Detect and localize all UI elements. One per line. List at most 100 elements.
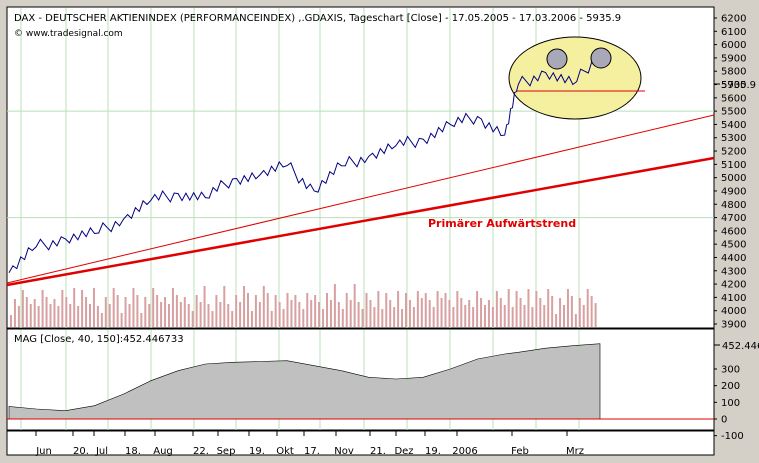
y-tick-label: 6200 [721,14,746,25]
volume-bar [37,306,40,327]
x-tick-label: Jul [95,446,108,457]
volume-bar [250,311,253,327]
volume-bar [349,300,352,327]
volume-bar [555,314,558,327]
volume-bar [298,302,301,327]
volume-bar [436,291,439,327]
volume-bar [341,309,344,327]
volume-bar [401,309,404,327]
volume-bar [424,293,427,327]
volume-bar [262,286,265,327]
volume-bar [223,286,226,327]
x-tick-label: Aug [153,446,173,457]
y-tick-label: 5500 [721,107,746,118]
volume-bar [112,288,115,327]
volume-bar [428,300,431,327]
volume-bar [385,293,388,327]
volume-bar [116,295,119,327]
volume-bar [183,297,186,327]
volume-bar [377,291,380,327]
volume-bar [199,302,202,327]
pattern-marker-right [590,47,612,69]
volume-bar [464,305,467,327]
y-tick-label: 4200 [721,280,746,291]
mag-y-tick-label: 200 [721,381,740,392]
x-axis: Jun 20. Jul 18. Aug 22. Sep 19. Okt 17. Nov 21. Dez 1… [35,431,584,457]
mag-last-value-marker: 452.446 [714,341,759,352]
y-tick-label: 4700 [721,213,746,224]
volume-bar [274,295,277,327]
volume-bar [373,307,376,327]
volume-bar [432,307,435,327]
volume-bar [152,288,155,327]
volume-bar [515,291,518,327]
volume-bar [100,313,103,327]
volume-bar [586,289,589,327]
volume-bar [551,296,554,327]
volume-bar [45,297,48,327]
x-tick-label: Nov [334,446,354,457]
volume-bar [77,306,80,327]
volume-bar [365,293,368,327]
volume-bar [187,304,190,327]
x-tick-label: Dez [394,446,413,457]
mag-last-value-label: 452.446 [722,341,759,352]
volume-bar [81,290,84,327]
volume-bar [393,307,396,327]
volume-bar [278,302,281,327]
source-label: © www.tradesignal.com [14,29,123,39]
x-tick-label: Mrz [566,446,584,457]
volume-bar [543,305,546,327]
volume-bar [108,304,111,327]
volume-bar [124,297,127,327]
volume-bar [175,295,178,327]
x-tick-label: 2006 [452,446,477,457]
volume-bar [207,304,210,327]
volume-bar [381,309,384,327]
volume-bar [519,298,522,327]
mag-area-series [8,343,601,420]
trend-annotation-label: Primärer Aufwärtstrend [428,217,576,230]
volume-bar [219,302,222,327]
volume-bar [574,314,577,327]
volume-bar [527,289,530,327]
x-tick-label: Okt [276,446,294,457]
volume-bar [495,291,498,327]
volume-bar [476,291,479,327]
volume-bar [282,309,285,327]
volume-bar [306,293,309,327]
y-tick-label: 5400 [721,120,746,131]
y-tick-label: 4800 [721,200,746,211]
volume-bar [333,284,336,327]
primary-trendline [6,156,715,287]
x-tick-label: 21. [370,446,386,457]
mag-y-tick-label: 300 [721,365,740,376]
volume-bar [57,306,60,327]
mag-y-tick-label: 0 [721,415,727,426]
volume-bar [503,305,506,327]
volume-bar [523,305,526,327]
volume-bar [69,304,72,327]
x-tick-label: 20. [73,446,89,457]
volume-bar [128,304,131,327]
volume-bar [480,298,483,327]
volume-bar [164,297,167,327]
y-tick-label: 4900 [721,186,746,197]
x-axis-panel [6,430,715,456]
volume-bar [559,298,562,327]
volume-bar [85,297,88,327]
volume-bar [337,302,340,327]
volume-bar [420,298,423,327]
y-tick-label: 5600 [721,93,746,104]
volume-bar [270,311,273,327]
volume-bar [452,307,455,327]
y-tick-label: 4600 [721,226,746,237]
volume-bar [179,302,182,327]
volume-bar [132,288,135,327]
y-tick-label: 4300 [721,266,746,277]
volume-bar [440,298,443,327]
volume-bar [65,297,68,327]
volume-bar [73,288,76,327]
volume-bar [140,313,143,327]
